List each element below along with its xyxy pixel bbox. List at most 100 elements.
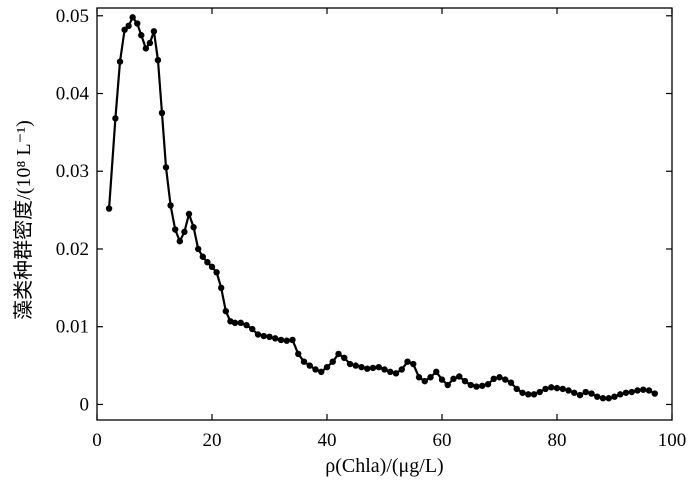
- data-point: [507, 379, 515, 386]
- data-point: [605, 395, 612, 402]
- data-point: [167, 202, 174, 209]
- data-point: [559, 385, 566, 393]
- data-point: [640, 386, 647, 393]
- data-point: [456, 373, 463, 380]
- data-point: [146, 39, 154, 47]
- data-point: [295, 350, 302, 358]
- data-point: [323, 363, 331, 371]
- data-point: [185, 210, 193, 218]
- data-point: [352, 362, 359, 369]
- data-point: [617, 391, 624, 398]
- data-point: [272, 335, 279, 342]
- data-point: [105, 205, 113, 212]
- data-point: [158, 109, 166, 117]
- data-point: [277, 336, 285, 344]
- y-axis-title: 藻类种群密度/(10⁸ L⁻¹): [12, 120, 35, 320]
- data-point: [283, 337, 290, 344]
- data-point: [176, 238, 183, 245]
- y-tick-label: 0: [80, 394, 90, 415]
- data-point: [410, 360, 417, 368]
- data-point: [479, 382, 486, 389]
- data-point: [329, 358, 336, 365]
- data-point: [199, 253, 206, 260]
- y-tick-label: 0.02: [56, 239, 89, 260]
- data-point: [645, 387, 653, 394]
- data-point: [651, 390, 658, 397]
- data-point: [346, 360, 354, 368]
- x-tick-label: 80: [548, 430, 567, 451]
- data-point: [622, 389, 630, 396]
- data-point: [364, 365, 371, 372]
- x-axis-title: ρ(Chla)/(μg/L): [325, 455, 443, 477]
- data-point: [571, 389, 578, 396]
- x-tick-label: 0: [92, 430, 102, 451]
- y-tick-label: 0.03: [56, 161, 89, 182]
- data-point: [467, 381, 474, 389]
- data-point: [519, 389, 526, 396]
- data-point: [427, 374, 434, 381]
- data-point: [548, 384, 555, 391]
- data-point: [496, 374, 503, 381]
- data-point: [112, 115, 119, 122]
- data-point: [116, 58, 124, 65]
- data-point: [369, 364, 377, 372]
- data-point: [576, 391, 584, 399]
- data-point: [266, 333, 273, 341]
- data-point: [634, 387, 641, 394]
- data-point: [484, 381, 492, 388]
- data-point: [289, 336, 296, 344]
- data-point: [195, 245, 202, 253]
- data-point: [142, 45, 150, 52]
- y-tick-label: 0.04: [56, 84, 90, 105]
- data-point: [542, 385, 549, 393]
- data-point: [444, 381, 451, 389]
- data-point: [375, 363, 382, 371]
- data-point: [213, 269, 220, 276]
- data-point: [392, 370, 400, 377]
- data-point: [553, 384, 561, 392]
- y-tick-label: 0.01: [56, 317, 89, 338]
- data-point: [300, 358, 308, 365]
- data-point: [358, 363, 365, 371]
- data-point: [490, 375, 497, 382]
- data-point: [208, 263, 216, 271]
- data-point: [438, 376, 446, 383]
- data-point: [513, 385, 520, 393]
- data-point: [536, 388, 543, 396]
- data-point: [404, 358, 411, 365]
- data-point: [461, 377, 469, 385]
- x-tick-label: 100: [658, 430, 687, 451]
- data-point: [222, 307, 229, 315]
- data-point: [594, 393, 601, 400]
- data-point: [381, 366, 388, 373]
- data-point: [218, 284, 225, 292]
- data-point: [611, 393, 618, 400]
- data-point: [502, 376, 509, 383]
- data-point: [525, 391, 532, 398]
- data-point: [582, 388, 589, 396]
- data-point: [237, 319, 244, 327]
- data-point: [260, 332, 267, 340]
- data-point: [433, 368, 440, 376]
- plot-frame: [96, 7, 673, 421]
- data-point: [306, 362, 313, 369]
- data-point: [318, 368, 325, 376]
- data-point: [628, 388, 635, 396]
- data-point: [231, 319, 239, 327]
- data-point: [421, 377, 428, 385]
- data-point: [125, 22, 132, 30]
- x-tick-label: 20: [203, 430, 222, 451]
- tick-layer: 0 20 40 60 80 100 0 0.01 0.02 0.03 0.04 0.05: [56, 6, 687, 451]
- data-point: [473, 383, 480, 390]
- data-point: [565, 387, 572, 394]
- data-point: [398, 366, 405, 373]
- data-point: [138, 32, 145, 39]
- data-point: [530, 391, 538, 398]
- data-point: [249, 325, 256, 333]
- data-point: [599, 395, 607, 402]
- series-line: [107, 16, 656, 400]
- data-point: [134, 20, 141, 27]
- data-point: [243, 321, 250, 329]
